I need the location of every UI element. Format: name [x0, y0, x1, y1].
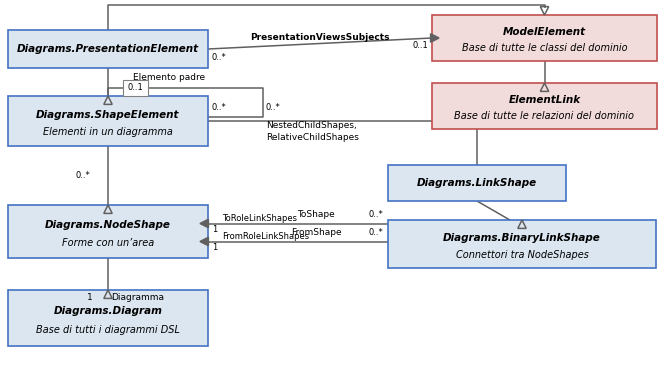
Text: FromShape: FromShape: [290, 228, 341, 237]
Text: 0..*: 0..*: [75, 171, 90, 180]
Bar: [8, 205, 208, 258]
Text: 0..*: 0..*: [368, 228, 383, 237]
Text: 1: 1: [87, 293, 93, 303]
Text: PresentationViewsSubjects: PresentationViewsSubjects: [250, 34, 390, 42]
Text: Diagrams.NodeShape: Diagrams.NodeShape: [45, 220, 171, 230]
Text: ToShape: ToShape: [297, 210, 335, 219]
Text: ToRoleLinkShapes: ToRoleLinkShapes: [222, 214, 297, 223]
Bar: [8, 96, 208, 146]
Text: Connettori tra NodeShapes: Connettori tra NodeShapes: [456, 250, 589, 260]
Text: Diagrams.LinkShape: Diagrams.LinkShape: [417, 178, 537, 188]
Text: Forme con un’area: Forme con un’area: [62, 238, 154, 248]
Text: Diagrams.BinaryLinkShape: Diagrams.BinaryLinkShape: [443, 233, 601, 243]
Text: Base di tutte le relazioni del dominio: Base di tutte le relazioni del dominio: [454, 111, 635, 121]
Text: 0..1: 0..1: [412, 42, 428, 50]
Text: Diagrams.PresentationElement: Diagrams.PresentationElement: [17, 44, 199, 54]
Text: Base di tutte le classi del dominio: Base di tutte le classi del dominio: [462, 43, 627, 53]
Bar: [8, 290, 208, 346]
Text: Diagrams.ShapeElement: Diagrams.ShapeElement: [36, 110, 180, 120]
Text: 0..*: 0..*: [211, 103, 226, 111]
Text: 0..*: 0..*: [212, 53, 226, 61]
Text: Elementi in un diagramma: Elementi in un diagramma: [43, 127, 173, 137]
Text: 0..1: 0..1: [127, 84, 143, 92]
Bar: [432, 15, 657, 61]
Text: 1: 1: [212, 225, 217, 234]
Text: 1: 1: [212, 243, 217, 252]
Text: ModelElement: ModelElement: [503, 27, 586, 38]
Polygon shape: [200, 219, 208, 228]
Text: NestedChildShapes,: NestedChildShapes,: [266, 120, 357, 130]
Text: Diagrams.Diagram: Diagrams.Diagram: [53, 306, 163, 316]
Text: Base di tutti i diagrammi DSL: Base di tutti i diagrammi DSL: [36, 325, 180, 335]
Text: Diagramma: Diagramma: [111, 293, 164, 303]
Polygon shape: [200, 237, 208, 246]
Bar: [8, 30, 208, 68]
Text: 0..*: 0..*: [368, 210, 383, 219]
Text: ElementLink: ElementLink: [508, 96, 581, 105]
Text: RelativeChildShapes: RelativeChildShapes: [266, 132, 359, 142]
Bar: [388, 165, 566, 201]
Polygon shape: [431, 34, 439, 42]
Bar: [123, 80, 148, 96]
Text: FromRoleLinkShapes: FromRoleLinkShapes: [222, 232, 309, 241]
Text: 0..*: 0..*: [266, 103, 281, 111]
Bar: [388, 220, 656, 268]
Text: Elemento padre: Elemento padre: [133, 73, 205, 81]
Bar: [432, 83, 657, 129]
